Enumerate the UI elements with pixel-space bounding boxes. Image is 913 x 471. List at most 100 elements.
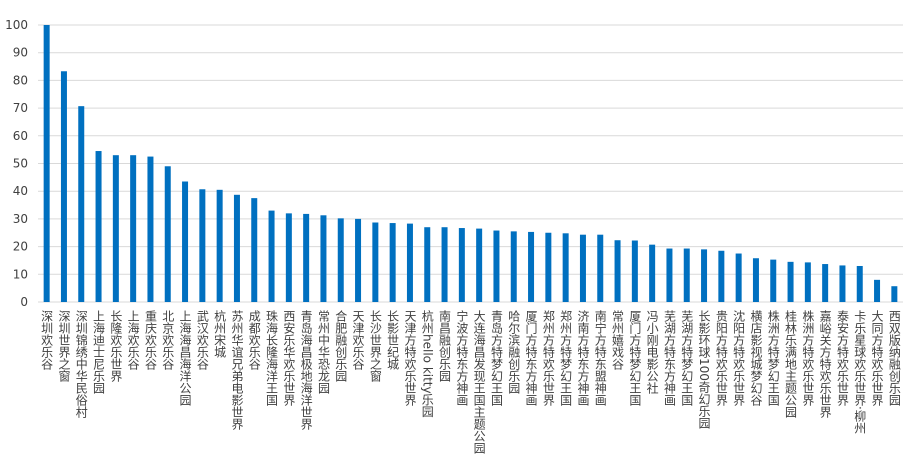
x-tick-label: 郑州方特欢乐世界 xyxy=(541,309,555,407)
bar xyxy=(441,227,448,302)
bar xyxy=(182,181,189,302)
bar xyxy=(406,223,413,302)
x-tick-label: 深圳欢乐谷 xyxy=(40,310,54,371)
bar xyxy=(735,253,742,302)
bar xyxy=(372,222,379,302)
bar xyxy=(874,279,881,302)
bar xyxy=(545,232,552,302)
x-tick-label: 长影环球100奇幻乐园 xyxy=(697,310,711,430)
bar xyxy=(476,228,483,302)
x-tick-label: 西安乐华欢乐世界 xyxy=(282,310,296,407)
x-tick-label: 上海海昌海洋公园 xyxy=(178,310,192,407)
x-tick-label: 深圳世界之窗 xyxy=(57,310,71,383)
x-tick-label: 上海欢乐谷 xyxy=(126,310,140,371)
bar xyxy=(597,234,604,302)
x-tick-label: 重庆欢乐谷 xyxy=(143,310,157,371)
x-tick-label: 芜湖方特东方神画 xyxy=(662,310,676,406)
x-tick-label: 南昌融创乐园 xyxy=(438,309,452,383)
x-tick-label: 株洲方特梦幻王国 xyxy=(766,309,780,406)
bar xyxy=(216,189,223,302)
x-tick-label: 郑州方特梦幻王国 xyxy=(559,309,573,406)
x-tick-label: 卡乐星球欢乐世界·柳州 xyxy=(853,310,867,434)
x-tick-label: 株洲方特欢乐世界 xyxy=(801,309,815,407)
x-tick-label: 南宁方特东盟神画 xyxy=(593,309,607,406)
x-tick-label: 贵阳方特欢乐世界 xyxy=(714,310,728,407)
x-tick-label: 苏州华谊兄弟电影世界 xyxy=(230,310,244,431)
bar xyxy=(856,265,863,302)
y-tick-label: 30 xyxy=(13,212,28,226)
bar xyxy=(579,234,586,302)
x-tick-label: 杭州hello kitty乐园 xyxy=(420,309,434,419)
bar xyxy=(60,71,67,302)
x-tick-label: 横店影视城梦幻谷 xyxy=(749,310,763,407)
y-tick-label: 40 xyxy=(13,184,28,198)
bar xyxy=(147,156,154,302)
bar xyxy=(320,215,327,302)
x-tick-label: 宁波方特东方神画 xyxy=(455,309,469,406)
bar xyxy=(251,198,258,302)
bar xyxy=(649,244,656,302)
y-tick-label: 80 xyxy=(13,73,28,87)
bar xyxy=(95,151,102,302)
y-tick-label: 50 xyxy=(13,157,28,171)
x-tick-label: 沈阳方特欢乐世界 xyxy=(732,309,746,407)
bar xyxy=(562,233,569,302)
bar xyxy=(510,231,517,302)
x-tick-label: 北京欢乐谷 xyxy=(161,310,175,371)
bar xyxy=(458,228,465,302)
x-tick-label: 泰安方特欢乐世界 xyxy=(835,310,849,407)
x-tick-label: 武汉欢乐谷 xyxy=(195,310,209,371)
y-tick-label: 0 xyxy=(20,295,28,309)
bar xyxy=(233,194,240,302)
bar xyxy=(493,230,500,302)
bar xyxy=(701,249,708,302)
x-tick-label: 深圳锦绣中华民俗村 xyxy=(74,310,88,418)
bar xyxy=(804,262,811,302)
x-tick-label: 哈尔滨融创乐园 xyxy=(507,310,521,395)
bar xyxy=(631,240,638,302)
x-tick-label: 常州中华恐龙园 xyxy=(316,310,330,395)
y-tick-label: 20 xyxy=(13,240,28,254)
y-tick-label: 60 xyxy=(13,129,28,143)
bar xyxy=(770,259,777,302)
x-tick-label: 长影世纪城 xyxy=(386,310,400,371)
x-tick-label: 常州嬉戏谷 xyxy=(611,310,625,371)
bar xyxy=(337,218,344,302)
x-tick-label: 青岛方特梦幻王国 xyxy=(489,310,503,406)
bar xyxy=(130,155,137,302)
x-tick-label: 成都欢乐谷 xyxy=(247,310,261,371)
x-tick-label: 天津欢乐谷 xyxy=(351,310,365,371)
bar xyxy=(424,227,431,302)
bar xyxy=(752,258,759,302)
bar xyxy=(528,231,535,302)
x-tick-label: 西双版纳融创乐园 xyxy=(887,310,901,407)
bar xyxy=(666,248,673,302)
bar xyxy=(822,264,829,302)
x-tick-label: 桂林乐满地主题公园 xyxy=(784,309,798,419)
bar xyxy=(389,223,396,302)
bar xyxy=(683,248,690,302)
x-tick-label: 长隆欢乐世界 xyxy=(109,310,123,383)
y-tick-label: 70 xyxy=(13,101,28,115)
x-tick-label: 青岛海昌极地海洋世界 xyxy=(299,310,313,431)
y-tick-label: 100 xyxy=(5,18,28,32)
bar xyxy=(303,213,310,302)
x-tick-label: 天津方特欢乐世界 xyxy=(403,310,417,407)
y-tick-label: 90 xyxy=(13,46,28,60)
bar xyxy=(164,166,171,302)
bar xyxy=(112,155,119,302)
x-tick-label: 嘉峪关方特欢乐世界 xyxy=(818,310,832,419)
bar xyxy=(614,240,621,302)
bar xyxy=(839,265,846,302)
bar xyxy=(285,213,292,302)
x-tick-label: 珠海长隆海洋王国 xyxy=(265,310,279,406)
x-tick-label: 厦门方特东方神画 xyxy=(524,310,538,406)
x-tick-label: 上海迪士尼乐园 xyxy=(92,310,106,395)
x-tick-label: 合肥融创乐园 xyxy=(334,309,348,383)
bar xyxy=(268,210,275,302)
bar xyxy=(199,189,206,302)
x-tick-label: 大同方特欢乐世界 xyxy=(870,310,884,407)
x-tick-label: 济南方特东方神画 xyxy=(576,309,590,406)
